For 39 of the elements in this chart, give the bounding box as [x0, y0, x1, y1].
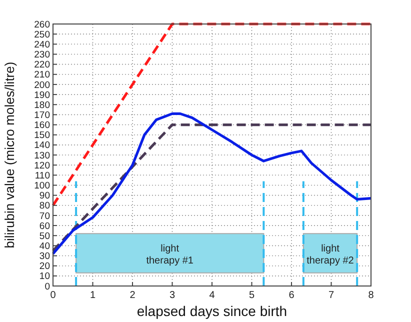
- y-tick-label: 100: [34, 180, 50, 192]
- y-tick-label: 220: [34, 60, 50, 71]
- x-tick-label: 2: [130, 290, 136, 301]
- y-tick-label: 240: [34, 39, 50, 50]
- y-tick-label: 190: [34, 90, 50, 101]
- y-tick-label: 170: [34, 110, 50, 122]
- y-tick-label: 250: [34, 29, 50, 40]
- x-tick-label: 6: [288, 290, 295, 301]
- y-axis-title: bilirubin value (micro moles/litre): [2, 62, 17, 248]
- y-tick-label: 30: [39, 251, 50, 262]
- y-tick-label: 80: [39, 200, 50, 212]
- x-tick-label: 5: [248, 290, 255, 301]
- y-tick-label: 110: [34, 170, 50, 182]
- y-tick-label: 210: [34, 70, 50, 81]
- y-tick-label: 60: [39, 220, 50, 232]
- x-tick-label: 8: [368, 290, 374, 301]
- y-tick-label: 130: [34, 150, 50, 162]
- y-tick-label: 0: [44, 281, 50, 292]
- y-tick-label: 10: [39, 271, 50, 282]
- y-tick-label: 150: [34, 130, 50, 142]
- x-tick-label: 7: [328, 290, 334, 301]
- x-tick-label: 3: [169, 290, 176, 301]
- y-tick-label: 140: [34, 140, 50, 152]
- x-tick-label: 1: [90, 290, 96, 301]
- y-tick-label: 120: [34, 160, 50, 172]
- y-tick-label: 50: [39, 230, 50, 242]
- y-tick-label: 230: [34, 50, 50, 61]
- y-tick-label: 160: [34, 120, 50, 132]
- y-tick-label: 70: [39, 210, 50, 222]
- y-tick-label: 260: [34, 19, 50, 30]
- y-tick-label: 40: [39, 241, 50, 252]
- band-label: light therapy #1: [146, 243, 194, 266]
- band-label: light therapy #2: [306, 243, 354, 266]
- y-tick-label: 90: [39, 190, 50, 202]
- y-tick-label: 20: [39, 261, 50, 272]
- y-tick-label: 200: [34, 80, 50, 91]
- y-tick-label: 180: [34, 100, 50, 111]
- x-axis-title: elapsed days since birth: [136, 303, 288, 319]
- x-tick-label: 4: [209, 290, 216, 301]
